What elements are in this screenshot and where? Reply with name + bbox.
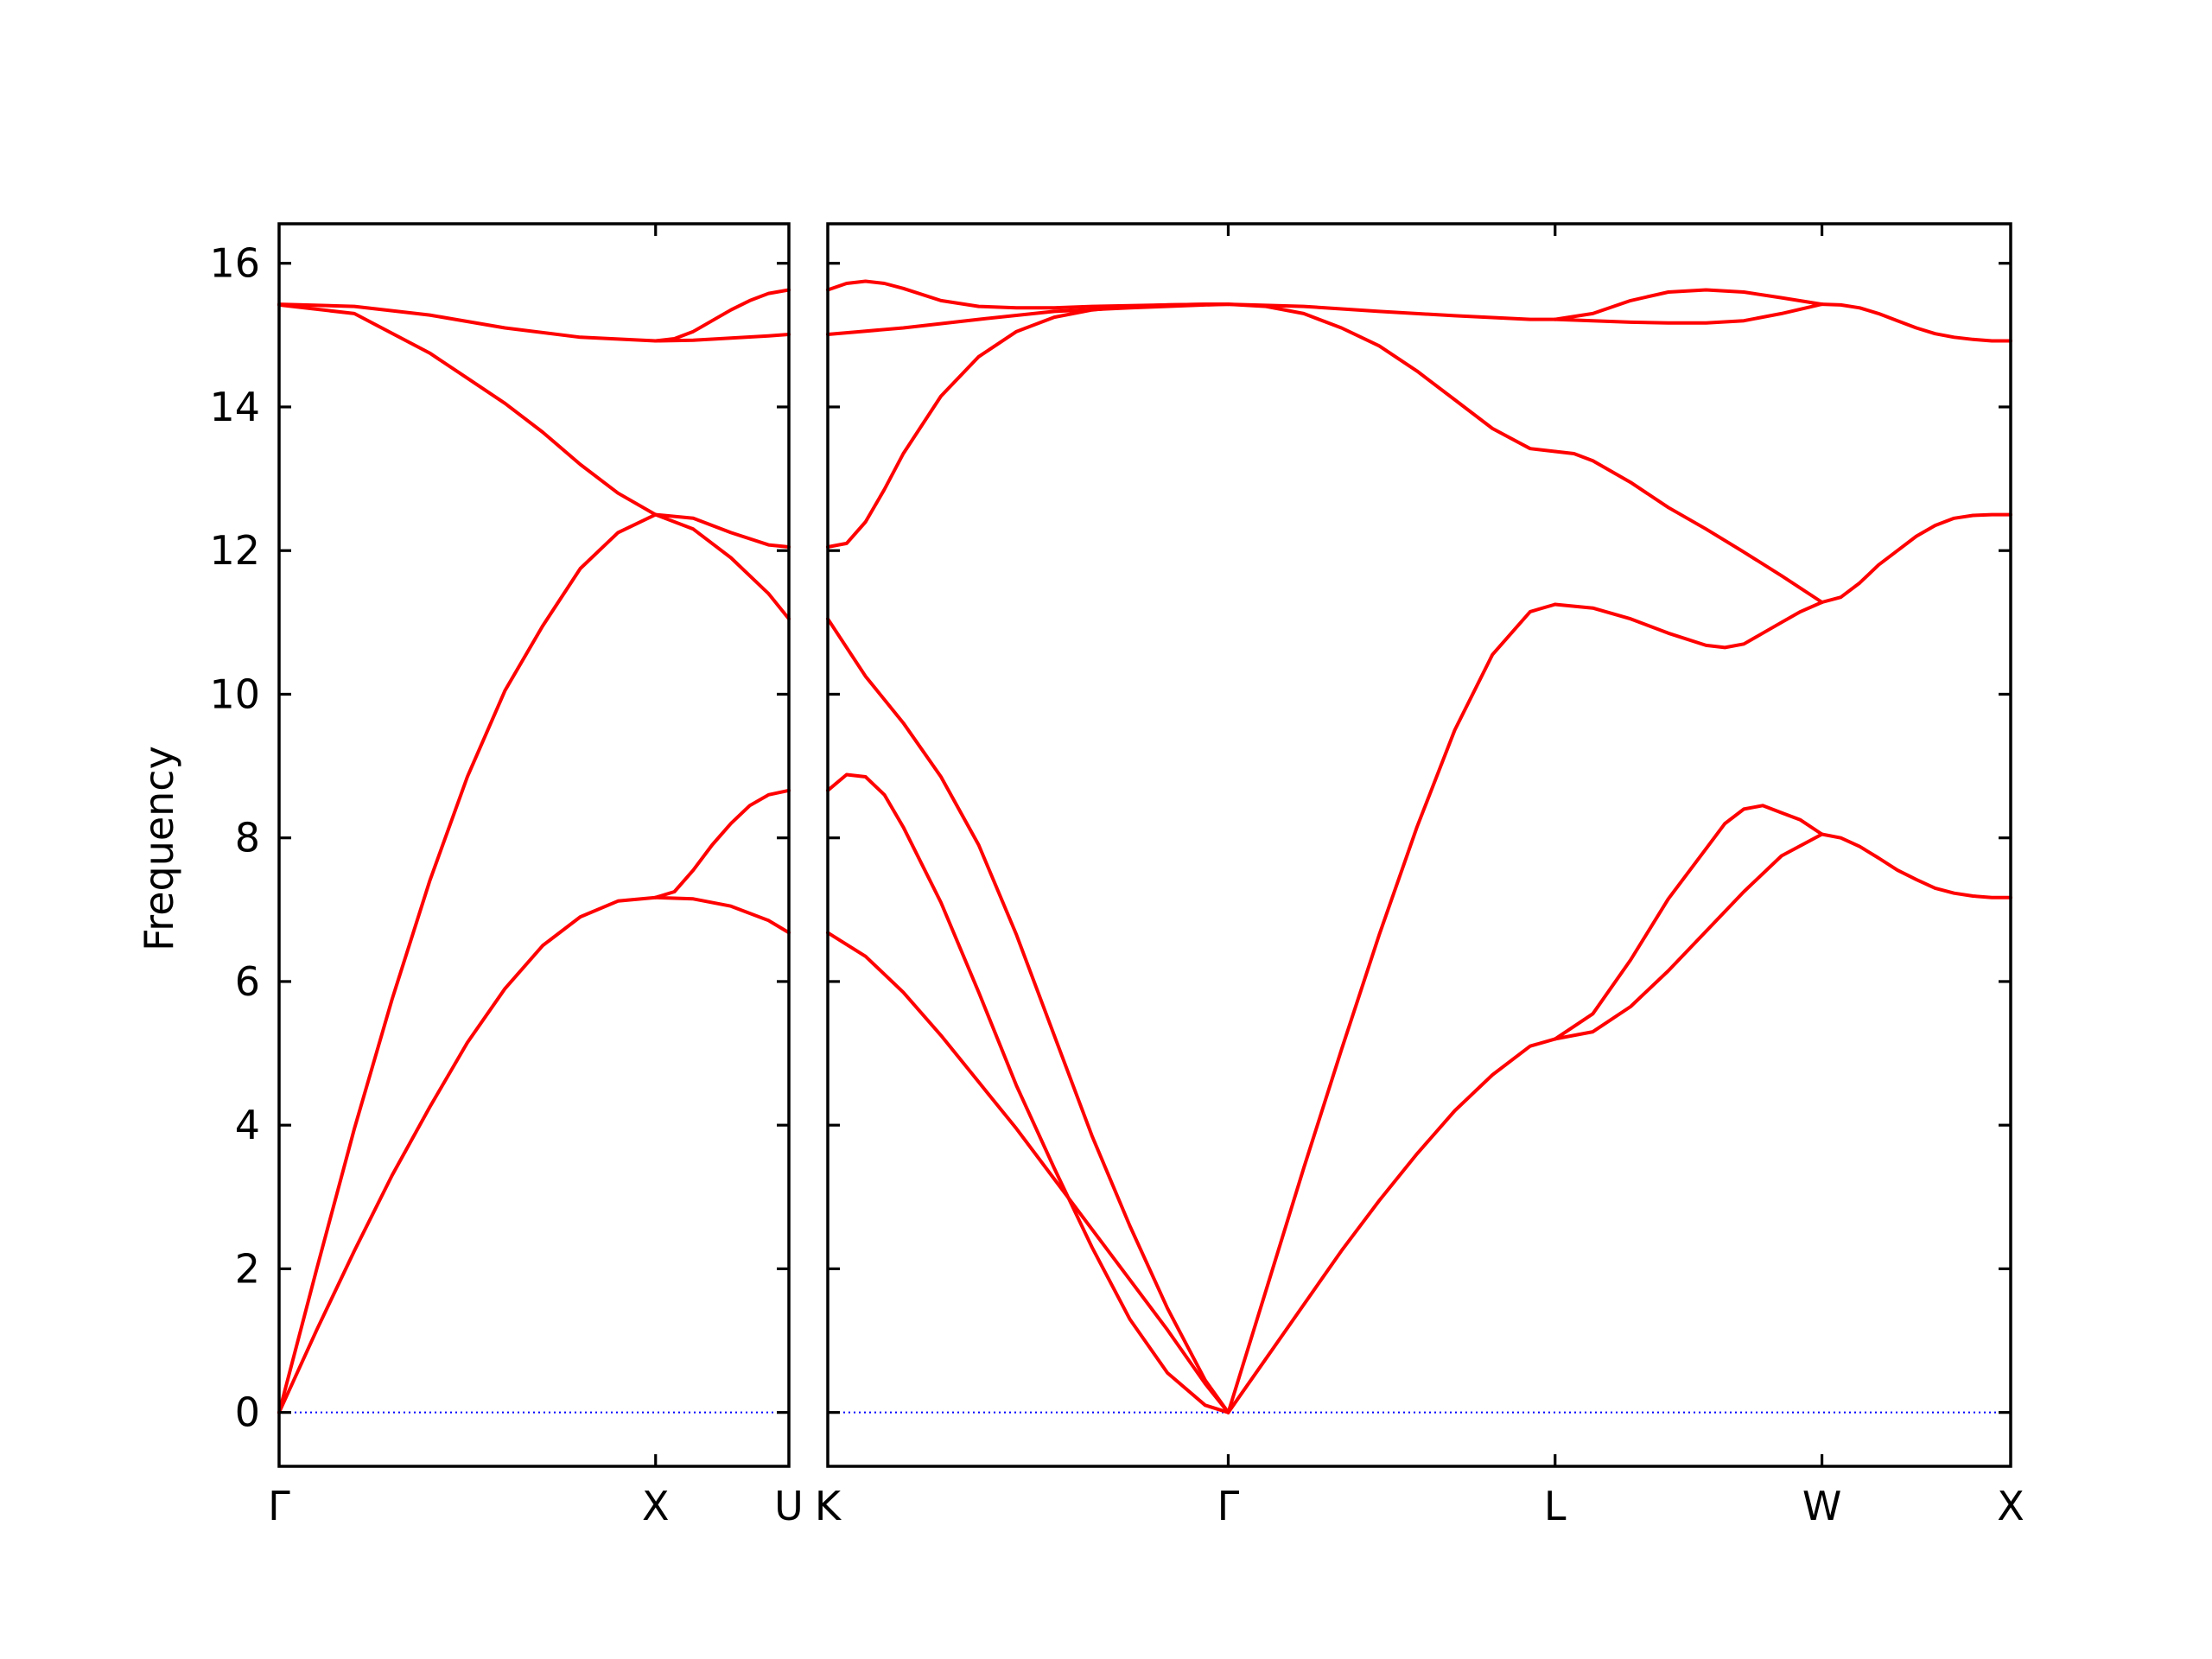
band-line-p1-s1-b4 (277, 302, 658, 343)
x-tick-label: X (1997, 1483, 2024, 1529)
x-tick-label: W (1802, 1483, 1841, 1529)
band-line-p2-s2-b1 (1226, 1037, 1557, 1414)
band-line-p1-s2-b3 (653, 512, 791, 621)
band-line-p2-s2-b4 (1226, 302, 1557, 321)
y-tick-label: 14 (209, 384, 260, 430)
y-tick-label: 8 (235, 815, 260, 861)
y-tick-label: 12 (209, 527, 260, 574)
band-line-p1-s2-b1 (653, 895, 791, 935)
band-line-p2-s3-b2 (1553, 804, 1824, 1041)
y-tick-label: 6 (235, 958, 260, 1005)
band-line-p1-s2-b2 (653, 788, 791, 899)
plot-frame (826, 222, 2012, 1468)
y-tick-label: 10 (209, 671, 260, 717)
band-line-p2-s4-b3 (1820, 302, 2012, 343)
band-line-p2-s4-b2 (1820, 512, 2012, 604)
band-line-p2-s3-b4 (1553, 449, 1824, 604)
panel-layer: 0 2 4 6 8 10 12 14 16 Γ X U K Γ L W X (209, 222, 2024, 1529)
x-tick-label: L (1544, 1483, 1567, 1529)
y-axis-label: Frequency (136, 746, 182, 951)
y-tick-label: 4 (235, 1102, 260, 1148)
band-line-p1-s1-b2 (277, 512, 658, 1414)
band-line-p2-s1-b1 (826, 931, 1230, 1414)
band-line-p2-s1-b6 (826, 279, 1230, 310)
band-line-p2-s2-b2 (1226, 602, 1557, 1414)
band-line-p2-s3-b1 (1553, 832, 1824, 1041)
band-line-p2-s3-b3 (1553, 601, 1824, 650)
plot-frame (277, 222, 791, 1468)
x-tick-label: K (815, 1483, 842, 1529)
y-tick-label: 2 (235, 1245, 260, 1292)
band-line-p2-s1-b4 (826, 302, 1230, 549)
y-tick-label: 0 (235, 1389, 260, 1436)
x-tick-label: Γ (268, 1483, 290, 1529)
x-tick-label: U (774, 1483, 804, 1529)
band-line-p1-s2-b4 (653, 512, 791, 549)
band-line-p1-s2-b6 (653, 288, 791, 343)
x-tick-label: X (642, 1483, 670, 1529)
band-line-p1-s1-b1 (277, 895, 658, 1414)
band-line-p2-s2-b3 (1226, 302, 1557, 454)
y-tick-label: 16 (209, 240, 260, 287)
band-line-p2-s1-b2 (826, 772, 1230, 1414)
band-line-p1-s1-b3 (277, 302, 658, 517)
band-line-p2-s1-b3 (826, 617, 1230, 1414)
band-line-p2-s3-b5 (1553, 302, 1824, 325)
band-line-p2-s3-b6 (1553, 288, 1824, 321)
band-line-p2-s4-b1 (1820, 832, 2012, 899)
x-tick-label: Γ (1217, 1483, 1240, 1529)
panel-1: 0 2 4 6 8 10 12 14 16 Γ X U (209, 222, 804, 1529)
band-line-p1-s2-b5 (653, 333, 791, 343)
